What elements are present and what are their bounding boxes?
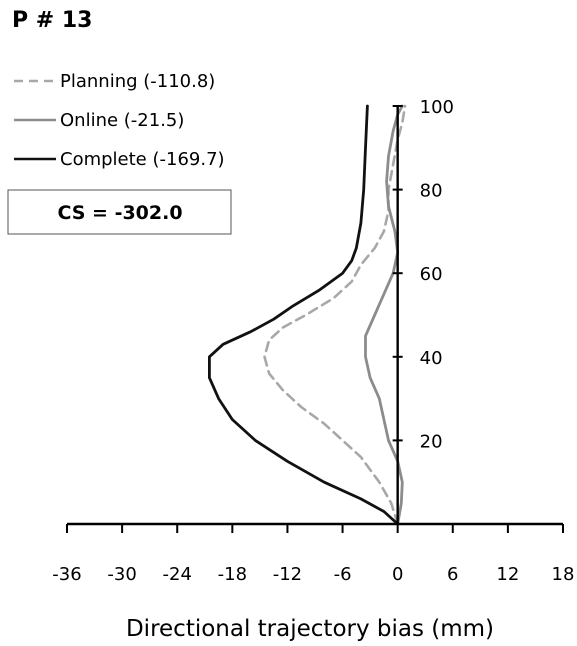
y-tick-label: 40 [420, 348, 443, 369]
series-line-online [364, 104, 404, 526]
series-line-planning [263, 104, 407, 526]
x-tick-label: -18 [218, 564, 247, 585]
legend-label: Planning (-110.8) [60, 71, 215, 92]
x-axis-label: Directional trajectory bias (mm) [126, 616, 494, 642]
x-tick-label: 0 [392, 564, 403, 585]
x-tick-label: -12 [273, 564, 302, 585]
cs-annotation: CS = -302.0 [7, 189, 232, 235]
x-tick-label: -6 [334, 564, 352, 585]
y-tick-label: 100 [420, 97, 454, 118]
x-tick-label: 12 [496, 564, 519, 585]
chart-title: P # 13 [12, 8, 93, 33]
x-tick-label: 6 [447, 564, 458, 585]
x-tick-label: -24 [163, 564, 192, 585]
y-tick-label: 60 [420, 264, 443, 285]
y-tick-label: 80 [420, 181, 443, 202]
cs-box [7, 189, 232, 235]
y-tick-label: 20 [420, 431, 443, 452]
cs-label: CS = -302.0 [57, 202, 182, 224]
x-tick-label: 18 [552, 564, 575, 585]
legend-label: Complete (-169.7) [60, 149, 225, 170]
legend-label: Online (-21.5) [60, 110, 184, 131]
axes: -36 -30 -24 -18 -12 -6 0 6 12 18 20 40 60 80 100 [52, 97, 574, 585]
x-tick-label: -30 [107, 564, 136, 585]
series-lines [208, 104, 407, 526]
x-tick-label: -36 [52, 564, 81, 585]
legend: Planning (-110.8) Online (-21.5) Complete … [14, 71, 225, 170]
series-line-complete [208, 104, 400, 526]
